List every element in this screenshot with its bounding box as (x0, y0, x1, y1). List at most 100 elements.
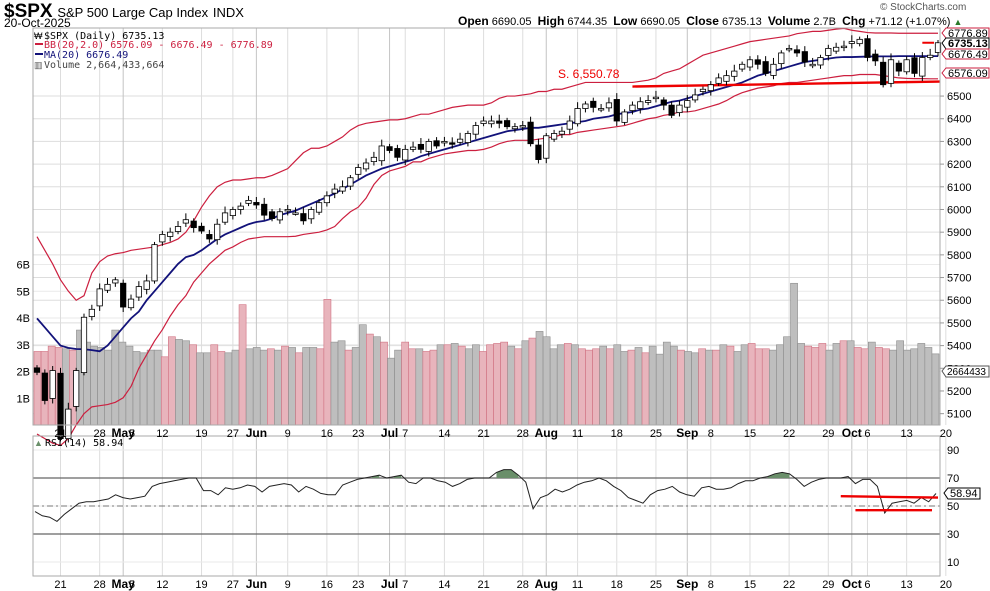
volume-bar (274, 349, 282, 426)
candle-body (511, 126, 519, 130)
rsi-tick-label: 50 (947, 501, 959, 513)
close-value: 6735.13 (721, 16, 762, 28)
badge-bb-upper-text: 6776.89 (948, 28, 988, 40)
date-tick-label: 28 (94, 428, 106, 440)
volume-bar (889, 349, 897, 426)
volume-bar (153, 349, 162, 426)
candle-body (167, 231, 174, 237)
candle-body (707, 84, 714, 92)
volume-bar (387, 357, 395, 426)
candle-body (315, 202, 323, 213)
rsi-tick-label: 70 (947, 473, 959, 485)
candle-body (323, 195, 330, 204)
candle-body (754, 59, 761, 65)
volume-bar (818, 343, 827, 426)
volume-bar (224, 352, 233, 426)
date-tick-label: 9 (285, 579, 291, 591)
volume-bar (754, 348, 763, 426)
volume-bar (825, 349, 834, 426)
volume-tick-label: 6B (17, 260, 30, 272)
rsi-overbought-fill (496, 469, 519, 478)
candle-body (613, 99, 620, 122)
volume-bar (351, 347, 360, 426)
date-tick-label: Aug (535, 426, 558, 440)
price-tick-label: 5700 (947, 273, 971, 285)
volume-bar (422, 351, 431, 426)
candle-body (182, 219, 189, 224)
rsi-panel (33, 469, 940, 535)
volume-bar (203, 352, 212, 426)
rsi-tick-label: 90 (947, 445, 959, 457)
volume-bar (464, 348, 473, 426)
volume-bar (931, 353, 940, 426)
candle-body (425, 141, 432, 152)
candle-body (566, 120, 573, 130)
candle-body (786, 48, 793, 51)
price-tick-label: 6100 (947, 182, 971, 194)
volume-bar (168, 336, 176, 426)
date-tick-label: 19 (195, 579, 207, 591)
candle-body (206, 234, 213, 240)
date-tick-label: 28 (517, 579, 529, 591)
volume-bar (747, 343, 756, 426)
price-tick-label: 6000 (947, 204, 971, 216)
date-tick-label: 14 (438, 428, 450, 440)
date-tick-label: 21 (477, 579, 489, 591)
date-tick-label: 14 (438, 579, 450, 591)
candle-body (456, 138, 464, 143)
volume-bar (146, 349, 155, 426)
open-value: 6690.05 (491, 16, 532, 28)
candle-body (33, 367, 41, 373)
badge-close-text: 6735.13 (948, 38, 988, 50)
rsi-line (34, 469, 937, 523)
candle-body (543, 135, 550, 159)
candle-body (809, 63, 816, 67)
volume-bar (627, 349, 636, 426)
candle-body (229, 209, 236, 217)
date-tick-label: 20 (940, 428, 952, 440)
price-tick-label: 6500 (947, 91, 971, 103)
price-tick-label: 6400 (947, 114, 971, 126)
date-tick-label: 13 (901, 428, 913, 440)
badge-ma: 6676.49 (941, 48, 990, 61)
candle-body (934, 42, 942, 53)
candle-body (770, 63, 777, 76)
volume-bar (797, 343, 805, 426)
volume-bar (726, 345, 735, 426)
candle-body (190, 220, 197, 229)
volume-bar (366, 333, 374, 426)
date-tick-label: Jul (381, 426, 398, 440)
volume-bar (479, 351, 487, 426)
price-tick-label: 6200 (947, 159, 971, 171)
chg-value: +71.12 (+1.07%) (868, 16, 951, 28)
volume-bar (493, 343, 501, 426)
candle-body (582, 103, 589, 109)
badge-bb-upper: 6776.89 (941, 27, 990, 40)
volume-bars (33, 282, 940, 426)
candle-body (394, 148, 401, 158)
candle-body (472, 125, 479, 135)
date-tick-label: 5 (129, 428, 135, 440)
candle-body (347, 177, 354, 187)
price-tick-label: 5800 (947, 250, 971, 262)
volume-tick-label: 5B (17, 286, 30, 298)
volume-bar (641, 352, 650, 426)
candle-body (856, 38, 863, 45)
volume-bar (705, 349, 714, 426)
candle-body (159, 234, 166, 243)
volume-bar (118, 341, 127, 426)
candle-body (112, 279, 119, 284)
credit: © StockCharts.com (880, 2, 967, 13)
date-tick-label: 22 (783, 579, 795, 591)
candle-body (927, 54, 934, 58)
candle-body (151, 244, 158, 282)
bb-lower-line (36, 73, 938, 447)
volume-bar (309, 347, 318, 426)
index-name: S&P 500 Large Cap Index (57, 5, 209, 20)
badge-volume-text: 2664433 (947, 367, 986, 378)
volume-bar (662, 341, 671, 426)
volume-bar (896, 340, 904, 426)
candle-body (919, 57, 926, 77)
candle-body (198, 225, 205, 232)
date-tick-label: 20 (940, 579, 952, 591)
